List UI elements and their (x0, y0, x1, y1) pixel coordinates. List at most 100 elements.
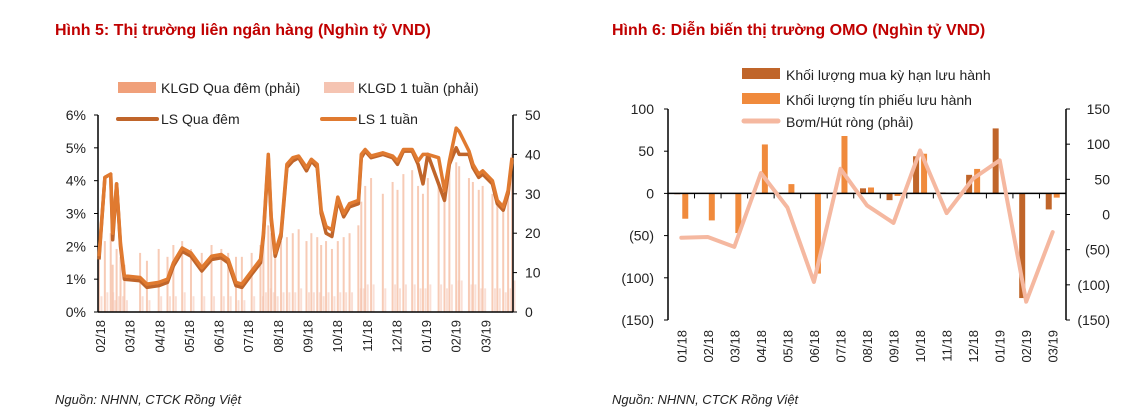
chart2-plot: (150) (100) (50) 0 50 100 (150) (100) (50) 0 50 100… (621, 101, 1110, 363)
legend-label: Khối lượng mua kỳ hạn lưu hành (786, 67, 991, 83)
y-right-tick-label: 50 (525, 107, 541, 123)
y-left-tick-label: 4% (66, 173, 86, 189)
bar-tin-phieu (841, 136, 848, 194)
bar-klgd-1-tuan (498, 288, 501, 312)
x-tick-label: 09/18 (887, 330, 902, 363)
bar-klgd-qua-dem (396, 189, 399, 312)
bar-klgd-1-tuan (470, 284, 473, 312)
bar-klgd-qua-dem (402, 174, 405, 312)
bar-klgd-qua-dem (491, 193, 494, 312)
bar-klgd-qua-dem (291, 233, 294, 312)
bar-klgd-qua-dem (262, 241, 265, 312)
y-right-tick-label: 150 (1087, 101, 1111, 117)
bar-klgd-qua-dem (417, 185, 420, 312)
bar-klgd-qua-dem (411, 170, 414, 312)
x-tick-label: 03/18 (123, 320, 138, 353)
bar-klgd-1-tuan (474, 284, 477, 312)
bar-klgd-1-tuan (440, 284, 443, 312)
bar-klgd-1-tuan (457, 280, 460, 312)
x-tick-label: 03/19 (1046, 330, 1061, 363)
bar-klgd-qua-dem (471, 181, 474, 312)
x-tick-label: 11/18 (940, 330, 955, 362)
bar-klgd-qua-dem (507, 189, 510, 312)
bar-tin-phieu (868, 187, 874, 194)
bar-klgd-1-tuan (112, 292, 115, 312)
bar-klgd-1-tuan (318, 292, 321, 312)
bar-klgd-1-tuan (450, 284, 453, 312)
bar-klgd-qua-dem (250, 252, 253, 312)
bar-klgd-qua-dem (166, 256, 169, 312)
bar-klgd-1-tuan (480, 288, 483, 312)
bar-klgd-1-tuan (384, 288, 387, 312)
bar-klgd-qua-dem (111, 264, 114, 312)
bar-klgd-1-tuan (122, 296, 125, 312)
bar-klgd-qua-dem (342, 237, 345, 312)
x-tick-label: 04/18 (754, 330, 769, 363)
bar-klgd-1-tuan (269, 288, 272, 312)
bar-tin-phieu (788, 184, 795, 194)
chart1-legend: KLGD Qua đêm (phải) KLGD 1 tuần (phải) L… (116, 80, 479, 127)
y-left-tick-label: 5% (66, 140, 86, 156)
x-tick-label: 02/19 (1019, 330, 1034, 363)
bar-klgd-qua-dem (421, 193, 424, 312)
y-right-tick-label: 30 (525, 186, 541, 202)
bar-klgd-qua-dem (330, 248, 333, 312)
legend-label: KLGD Qua đêm (phải) (161, 80, 300, 96)
bar-tin-phieu (761, 144, 768, 194)
x-tick-label: 01/19 (419, 320, 434, 353)
bar-mua-ky-han (913, 156, 920, 194)
y-right-tick-label: 0 (525, 304, 533, 320)
bar-klgd-1-tuan (114, 300, 117, 312)
legend-swatch-klgd-qua-dem (118, 82, 156, 93)
bar-klgd-qua-dem (115, 248, 118, 312)
bar-klgd-1-tuan (404, 284, 407, 312)
bar-klgd-qua-dem (181, 241, 184, 312)
bar-tin-phieu (921, 153, 928, 194)
bar-klgd-1-tuan (294, 292, 297, 312)
x-tick-label: 06/18 (807, 330, 822, 363)
bar-tin-phieu (814, 193, 821, 274)
bar-klgd-1-tuan (229, 296, 232, 312)
legend-swatch-klgd-1-tuan (324, 82, 354, 93)
bar-klgd-1-tuan (237, 300, 240, 312)
y-left-tick-label: 0 (646, 185, 654, 201)
x-tick-label: 12/18 (389, 320, 404, 353)
legend-label: Bơm/Hút ròng (phải) (786, 114, 913, 130)
bar-mua-ky-han (1045, 193, 1052, 210)
bar-klgd-1-tuan (203, 296, 206, 312)
x-tick-label: 02/18 (93, 320, 108, 353)
bar-klgd-1-tuan (372, 284, 375, 312)
y-left-tick-label: 2% (66, 238, 86, 254)
bar-mua-ky-han (860, 188, 866, 194)
bar-klgd-1-tuan (222, 296, 225, 312)
bar-klgd-qua-dem (348, 233, 351, 312)
bar-klgd-qua-dem (357, 225, 360, 312)
chart2-source: Nguồn: NHNN, CTCK Rồng Việt (612, 392, 800, 407)
bar-klgd-1-tuan (100, 296, 103, 312)
x-tick-label: 07/18 (241, 320, 256, 353)
bar-klgd-1-tuan (106, 292, 109, 312)
bar-mua-ky-han (886, 193, 893, 201)
bar-mua-ky-han (1019, 193, 1026, 299)
bar-klgd-qua-dem (502, 201, 505, 312)
bar-klgd-1-tuan (300, 288, 303, 312)
bar-klgd-1-tuan (327, 292, 330, 312)
bar-klgd-qua-dem (426, 178, 429, 312)
bar-klgd-qua-dem (200, 252, 203, 312)
bar-klgd-qua-dem (97, 256, 100, 312)
x-tick-label: 06/18 (212, 320, 227, 353)
bar-klgd-1-tuan (253, 296, 256, 312)
bar-klgd-qua-dem (455, 162, 458, 312)
bar-klgd-qua-dem (336, 241, 339, 312)
x-tick-label: 08/18 (271, 320, 286, 353)
bar-klgd-1-tuan (183, 292, 186, 312)
bar-klgd-1-tuan (192, 296, 195, 312)
bar-klgd-1-tuan (484, 288, 487, 312)
bar-klgd-1-tuan (282, 292, 285, 312)
legend-label: Khối lượng tín phiếu lưu hành (786, 92, 972, 108)
bar-klgd-1-tuan (276, 296, 279, 312)
bar-klgd-1-tuan (272, 292, 275, 312)
bar-klgd-1-tuan (288, 292, 291, 312)
bar-klgd-1-tuan (399, 288, 402, 312)
